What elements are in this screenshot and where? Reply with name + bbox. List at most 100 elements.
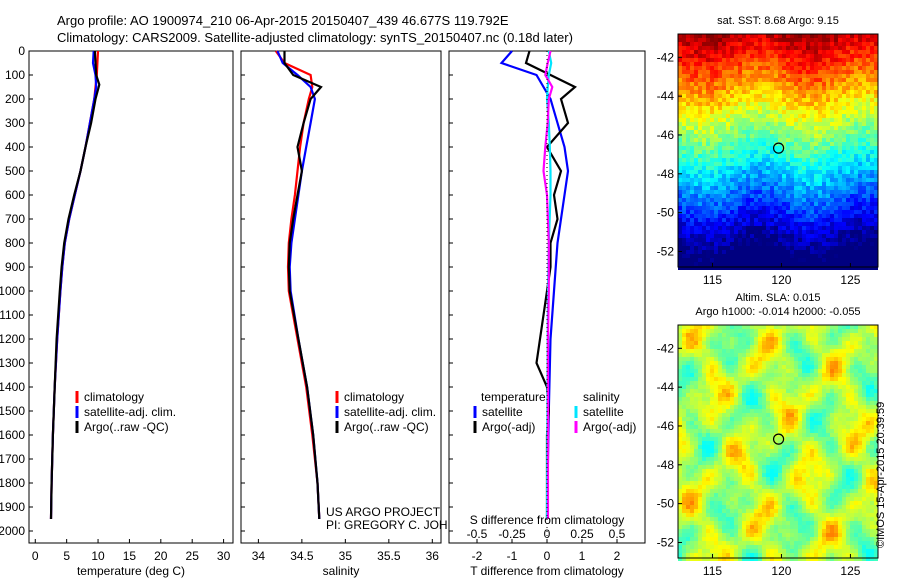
map-pixel <box>710 146 714 150</box>
map-pixel <box>794 138 798 142</box>
map-pixel <box>822 377 826 381</box>
map-pixel <box>866 162 870 166</box>
map-pixel <box>694 377 698 381</box>
map-pixel <box>778 345 782 349</box>
map-pixel <box>790 206 794 210</box>
map-pixel <box>798 258 802 262</box>
map-pixel <box>850 385 854 389</box>
map-pixel <box>778 210 782 214</box>
map-pixel <box>826 377 830 381</box>
map-pixel <box>770 369 774 373</box>
map-pixel <box>686 457 690 461</box>
series-line-argo-raw-qc- <box>283 51 323 520</box>
map-pixel <box>806 122 810 126</box>
map-pixel <box>718 409 722 413</box>
map-pixel <box>830 130 834 134</box>
map-pixel <box>814 170 818 174</box>
map-pixel <box>702 218 706 222</box>
map-pixel <box>682 325 686 329</box>
map-pixel <box>750 50 754 54</box>
map-pixel <box>846 206 850 210</box>
map-pixel <box>866 234 870 238</box>
map-pixel <box>874 337 878 341</box>
map-pixel <box>734 86 738 90</box>
map-pixel <box>754 433 758 437</box>
map-pixel <box>814 198 818 202</box>
map-pixel <box>862 445 866 449</box>
map-pixel <box>770 170 774 174</box>
map-pixel <box>690 146 694 150</box>
map-pixel <box>742 353 746 357</box>
map-pixel <box>742 118 746 122</box>
map-pixel <box>850 214 854 218</box>
map-pixel <box>790 166 794 170</box>
map-pixel <box>870 146 874 150</box>
map-pixel <box>826 401 830 405</box>
map-pixel <box>798 102 802 106</box>
map-pixel <box>842 58 846 62</box>
map-pixel <box>770 130 774 134</box>
map-pixel <box>826 114 830 118</box>
map-pixel <box>710 433 714 437</box>
map-pixel <box>774 122 778 126</box>
map-pixel <box>790 457 794 461</box>
map-pixel <box>682 425 686 429</box>
map-pixel <box>706 86 710 90</box>
map-pixel <box>758 357 762 361</box>
map-pixel <box>786 401 790 405</box>
map-pixel <box>722 58 726 62</box>
map-pixel <box>810 218 814 222</box>
map-pixel <box>862 218 866 222</box>
map-pixel <box>782 126 786 130</box>
map-pixel <box>854 449 858 453</box>
map-pixel <box>682 158 686 162</box>
map-pixel <box>806 365 810 369</box>
map-pixel <box>822 130 826 134</box>
map-pixel <box>778 405 782 409</box>
temperature-axes-frame <box>28 50 234 544</box>
map-pixel <box>746 82 750 86</box>
map-pixel <box>766 102 770 106</box>
map-pixel <box>678 445 682 449</box>
map-pixel <box>702 86 706 90</box>
map-pixel <box>766 106 770 110</box>
map-pixel <box>778 78 782 82</box>
map-pixel <box>778 62 782 66</box>
map-pixel <box>782 381 786 385</box>
map-pixel <box>858 210 862 214</box>
map-pixel <box>726 401 730 405</box>
map-pixel <box>834 94 838 98</box>
map-pixel <box>734 194 738 198</box>
map-pixel <box>714 98 718 102</box>
map-pixel <box>866 333 870 337</box>
map-pixel <box>702 194 706 198</box>
map-pixel <box>858 417 862 421</box>
map-pixel <box>686 138 690 142</box>
map-pixel <box>734 174 738 178</box>
map-pixel <box>822 369 826 373</box>
map-x-tick-label: 120 <box>771 273 791 287</box>
map-pixel <box>790 194 794 198</box>
map-pixel <box>850 429 854 433</box>
map-pixel <box>850 325 854 329</box>
map-pixel <box>822 202 826 206</box>
map-pixel <box>834 150 838 154</box>
map-pixel <box>706 130 710 134</box>
map-pixel <box>782 230 786 234</box>
map-pixel <box>798 62 802 66</box>
map-pixel <box>706 349 710 353</box>
map-pixel <box>694 170 698 174</box>
map-pixel <box>822 206 826 210</box>
map-pixel <box>694 385 698 389</box>
map-pixel <box>814 262 818 266</box>
map-pixel <box>830 329 834 333</box>
map-pixel <box>682 102 686 106</box>
map-pixel <box>726 234 730 238</box>
legend-label: climatology <box>344 390 404 404</box>
map-pixel <box>782 90 786 94</box>
map-pixel <box>794 82 798 86</box>
map-pixel <box>778 377 782 381</box>
map-pixel <box>702 74 706 78</box>
map-pixel <box>734 218 738 222</box>
map-pixel <box>814 182 818 186</box>
